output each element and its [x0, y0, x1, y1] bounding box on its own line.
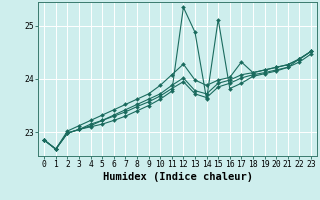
X-axis label: Humidex (Indice chaleur): Humidex (Indice chaleur): [103, 172, 252, 182]
